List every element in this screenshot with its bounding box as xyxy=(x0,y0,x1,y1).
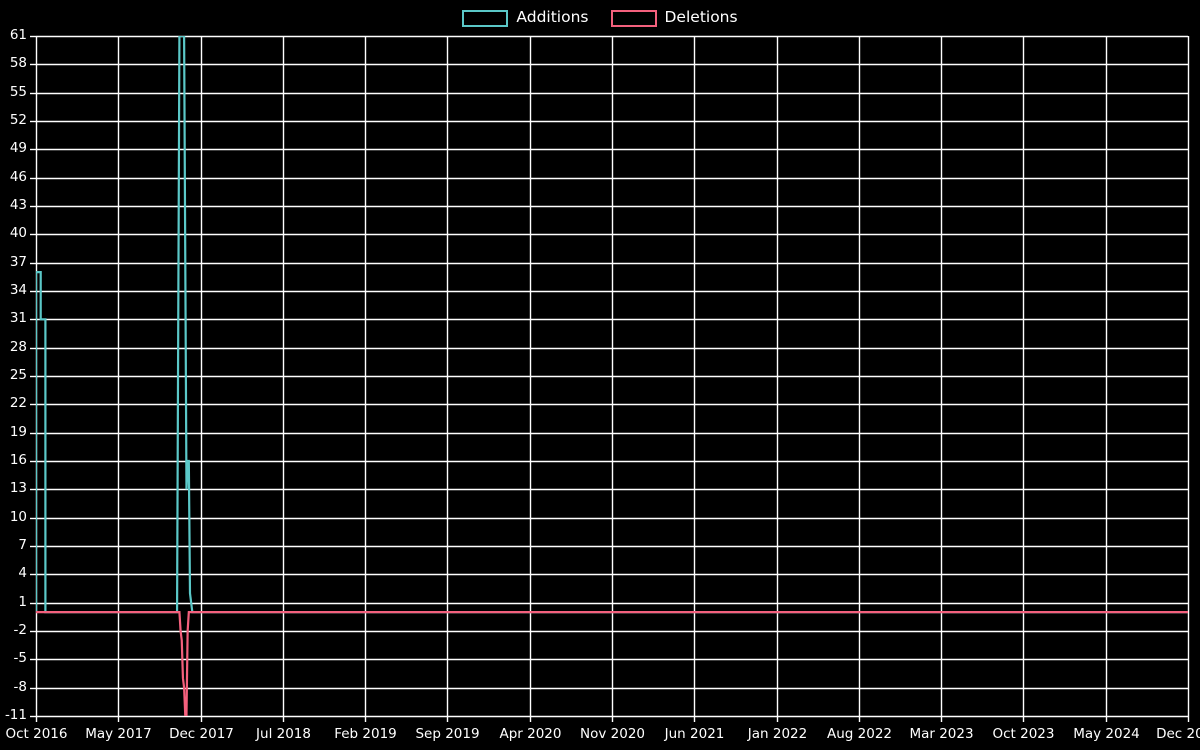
series-line-deletions xyxy=(36,611,1188,716)
legend-item-deletions[interactable]: Deletions xyxy=(610,8,738,27)
series-line-additions xyxy=(36,36,1188,614)
legend-item-additions[interactable]: Additions xyxy=(462,8,589,27)
legend-label-deletions: Deletions xyxy=(664,8,738,27)
legend-swatch-deletions-icon xyxy=(610,9,657,27)
legend-swatch-additions-icon xyxy=(462,9,509,27)
gridlines xyxy=(30,35,1190,722)
series-layer xyxy=(36,36,1188,716)
chart-legend: Additions Deletions xyxy=(0,0,1200,36)
legend-label-additions: Additions xyxy=(516,8,589,27)
